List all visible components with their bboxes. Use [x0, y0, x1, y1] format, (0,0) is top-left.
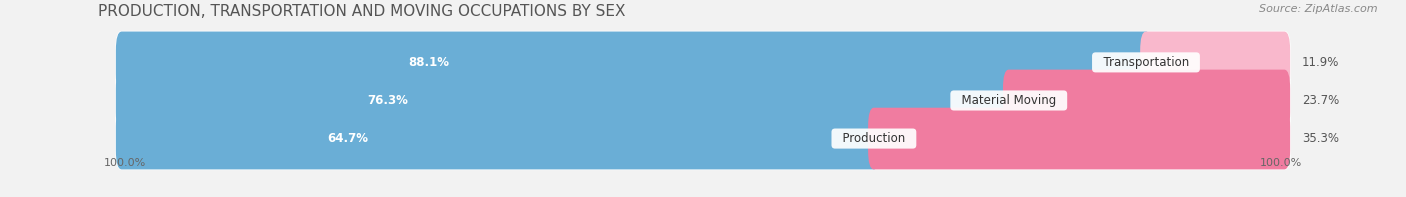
Text: 23.7%: 23.7%: [1302, 94, 1339, 107]
FancyBboxPatch shape: [115, 32, 1152, 93]
FancyBboxPatch shape: [868, 108, 1291, 169]
Text: Source: ZipAtlas.com: Source: ZipAtlas.com: [1260, 4, 1378, 14]
Text: Transportation: Transportation: [1095, 56, 1197, 69]
FancyBboxPatch shape: [115, 32, 1291, 93]
FancyBboxPatch shape: [115, 70, 1291, 131]
FancyBboxPatch shape: [1002, 70, 1291, 131]
Text: Material Moving: Material Moving: [953, 94, 1064, 107]
Text: 64.7%: 64.7%: [326, 132, 368, 145]
FancyBboxPatch shape: [115, 108, 1291, 169]
Text: 76.3%: 76.3%: [367, 94, 408, 107]
Text: 100.0%: 100.0%: [1260, 158, 1302, 168]
Text: 35.3%: 35.3%: [1302, 132, 1339, 145]
FancyBboxPatch shape: [1140, 32, 1291, 93]
Text: Production: Production: [835, 132, 912, 145]
FancyBboxPatch shape: [115, 70, 1015, 131]
Text: 11.9%: 11.9%: [1302, 56, 1339, 69]
Text: 88.1%: 88.1%: [409, 56, 450, 69]
Text: 100.0%: 100.0%: [104, 158, 146, 168]
Text: PRODUCTION, TRANSPORTATION AND MOVING OCCUPATIONS BY SEX: PRODUCTION, TRANSPORTATION AND MOVING OC…: [98, 4, 626, 19]
FancyBboxPatch shape: [115, 108, 880, 169]
